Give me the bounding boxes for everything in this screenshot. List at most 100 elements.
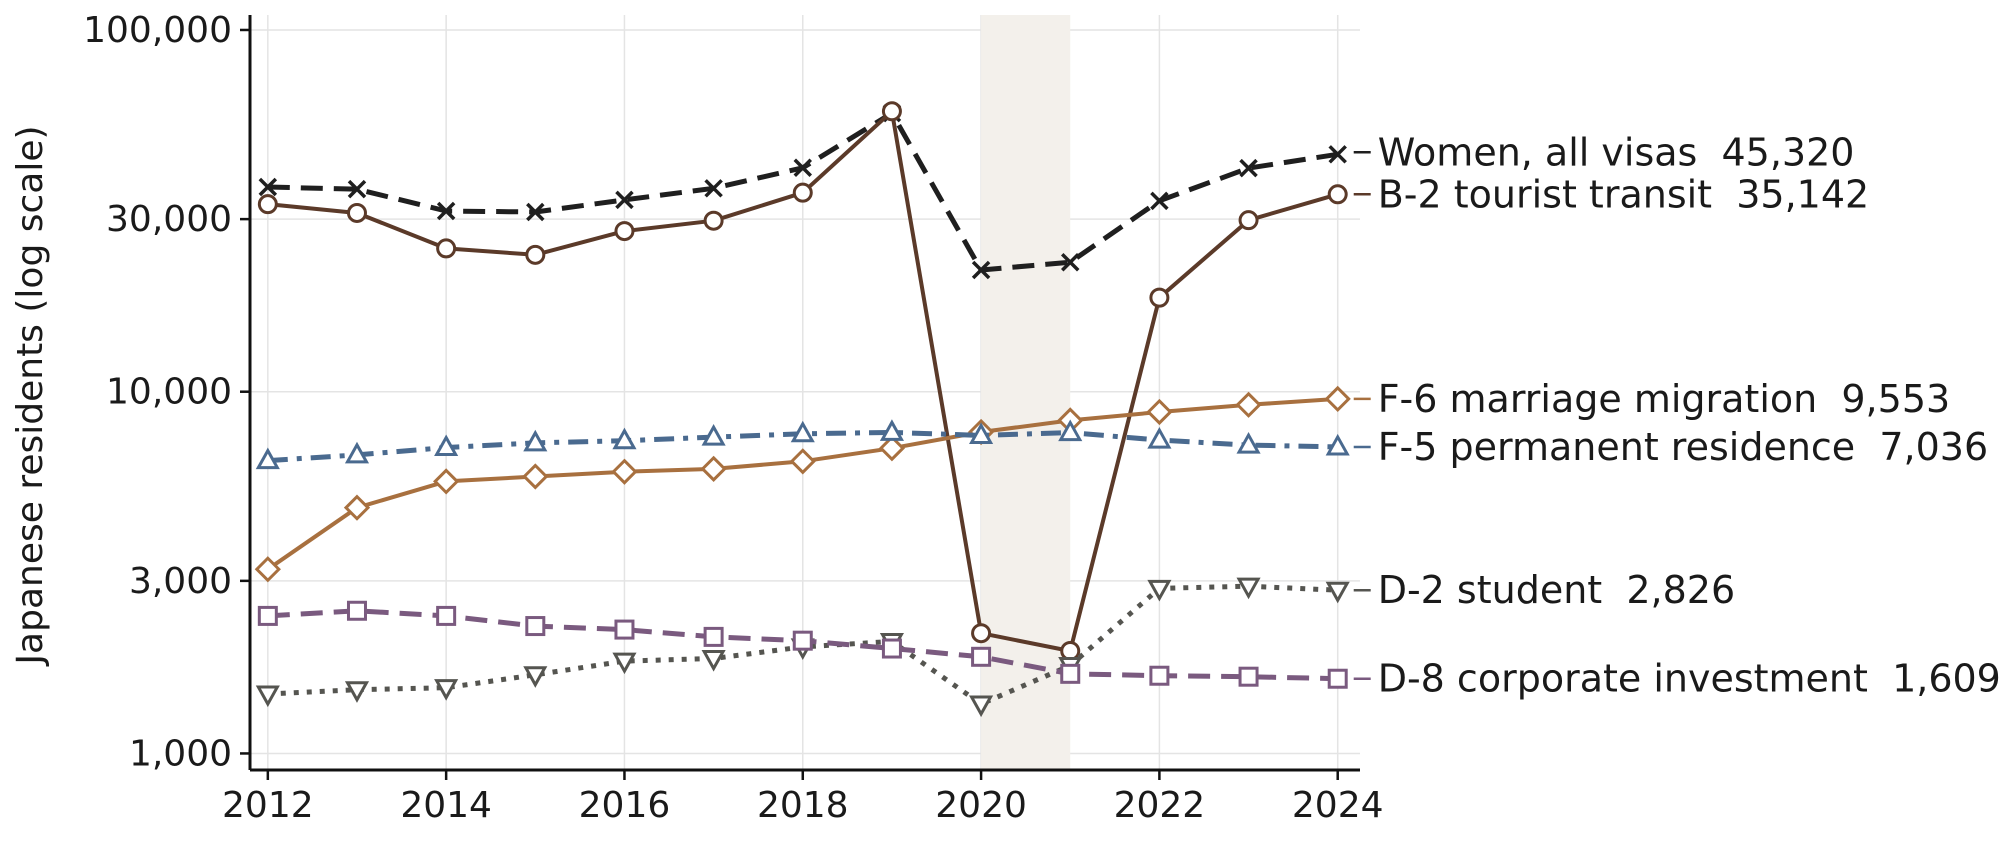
- x-tick-label: 2012: [222, 785, 314, 826]
- point: [881, 638, 902, 659]
- shaded-span: [981, 15, 1071, 770]
- series-label: F-6 marriage migration 9,553: [1378, 377, 1950, 421]
- point: [701, 424, 726, 446]
- series-women-all-visas: Women, all visas 45,320: [258, 103, 1855, 280]
- point: [344, 441, 370, 464]
- point: [1236, 577, 1261, 600]
- point: [704, 179, 723, 198]
- y-tick-label: 100,000: [83, 10, 232, 51]
- point: [436, 238, 457, 259]
- point: [523, 666, 548, 688]
- point: [969, 695, 994, 718]
- x-tick-label: 2018: [757, 785, 849, 826]
- point: [792, 630, 813, 651]
- point: [971, 646, 992, 667]
- series-label: Women, all visas 45,320: [1378, 130, 1855, 174]
- point: [346, 600, 367, 621]
- point: [1325, 433, 1350, 456]
- x-tick-label: 2020: [935, 785, 1027, 826]
- point: [612, 427, 637, 450]
- point: [789, 448, 816, 475]
- series-f-5-permanent-residence: F-5 permanent residence 7,036: [255, 419, 1988, 470]
- point: [611, 458, 638, 485]
- point: [258, 177, 278, 197]
- series-f-6-marriage-migration: F-6 marriage migration 9,553: [254, 377, 1950, 583]
- point: [346, 202, 367, 223]
- point: [971, 623, 992, 644]
- y-tick-label: 10,000: [106, 372, 232, 413]
- point: [1150, 191, 1169, 211]
- point: [878, 435, 906, 462]
- point: [793, 158, 813, 177]
- point: [1060, 663, 1081, 684]
- series-label: B-2 tourist transit 35,142: [1378, 172, 1870, 216]
- point: [700, 455, 727, 482]
- point: [1149, 287, 1170, 308]
- y-tick-label: 3,000: [129, 561, 232, 602]
- point: [1238, 210, 1259, 231]
- y-tick-label: 1,000: [129, 733, 232, 774]
- point: [703, 626, 724, 647]
- point: [1325, 581, 1350, 604]
- point: [879, 419, 904, 441]
- point: [344, 681, 370, 703]
- point: [614, 221, 635, 242]
- point: [1060, 640, 1081, 661]
- point: [525, 244, 546, 265]
- y-axis-title: Japanese residents (log scale): [10, 125, 51, 666]
- point: [971, 260, 991, 280]
- x-tick-label: 2022: [1114, 785, 1206, 826]
- point: [1147, 427, 1172, 449]
- series-label: F-5 permanent residence 7,036: [1378, 425, 1988, 469]
- point: [1239, 158, 1258, 178]
- point: [522, 463, 549, 490]
- point: [1327, 184, 1348, 205]
- point: [526, 202, 545, 222]
- point: [1236, 431, 1261, 454]
- point: [343, 494, 371, 521]
- point: [1149, 665, 1170, 686]
- point: [525, 616, 546, 637]
- axes: 2012 2014 2016 2018 2020 2022 2024 1,000 3,000 10…: [83, 10, 1383, 826]
- shaded-span-rect: [981, 15, 1071, 770]
- series-d-8-corporate-investment: D-8 corporate investment 1,609: [257, 600, 2001, 701]
- gridlines: [250, 15, 1360, 770]
- y-tick-label: 30,000: [106, 199, 232, 240]
- point: [523, 429, 548, 452]
- point: [701, 650, 726, 672]
- point: [881, 101, 902, 122]
- point: [1328, 145, 1347, 164]
- point: [436, 201, 456, 221]
- series-label: D-2 student 2,826: [1378, 568, 1735, 612]
- point: [1146, 398, 1173, 426]
- point: [1147, 579, 1172, 602]
- point: [1061, 252, 1080, 272]
- point: [255, 685, 280, 708]
- point: [434, 434, 459, 457]
- point: [436, 605, 457, 626]
- point: [433, 468, 460, 495]
- point: [1327, 668, 1348, 689]
- point: [434, 679, 459, 701]
- point: [257, 605, 278, 626]
- point: [255, 447, 280, 470]
- series-b-2-tourist-transit: B-2 tourist transit 35,142: [257, 101, 1870, 661]
- point: [1058, 419, 1083, 442]
- x-tick-label: 2016: [579, 785, 671, 826]
- point: [615, 190, 634, 210]
- series-label: D-8 corporate investment 1,609: [1378, 657, 2001, 701]
- point: [612, 652, 637, 675]
- point: [969, 422, 994, 444]
- point: [790, 420, 815, 443]
- point: [254, 556, 281, 583]
- point: [1235, 391, 1262, 418]
- point: [1324, 385, 1351, 413]
- point: [614, 619, 635, 640]
- point: [792, 182, 813, 203]
- x-tick-label: 2014: [400, 785, 492, 826]
- point: [257, 194, 278, 215]
- point: [347, 179, 367, 199]
- point: [703, 210, 724, 231]
